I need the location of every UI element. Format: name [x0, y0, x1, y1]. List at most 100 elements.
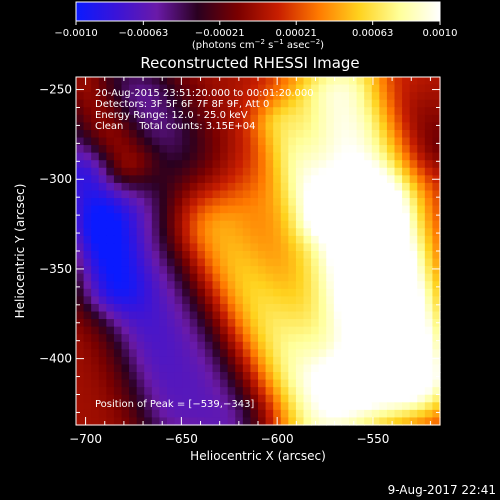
heatmap-cell — [212, 84, 221, 93]
heatmap-cell — [121, 160, 130, 169]
heatmap-cell — [379, 243, 388, 252]
heatmap-cell — [235, 235, 244, 245]
heatmap-cell — [394, 160, 403, 169]
heatmap-cell — [288, 341, 297, 350]
heatmap-cell — [235, 198, 244, 207]
heatmap-cell — [394, 228, 403, 237]
heatmap-cell — [98, 273, 107, 282]
heatmap-cell — [227, 334, 236, 343]
heatmap-cell — [204, 152, 214, 161]
heatmap-cell — [265, 114, 274, 123]
heatmap-cell — [258, 394, 267, 403]
heatmap-cell — [295, 182, 305, 192]
heatmap-cell — [288, 182, 297, 192]
heatmap-cell — [129, 99, 138, 108]
heatmap-cell — [250, 92, 259, 101]
heatmap-cell — [424, 198, 434, 207]
heatmap-cell — [326, 145, 335, 154]
heatmap-cell — [136, 311, 145, 320]
heatmap-cell — [311, 258, 320, 267]
heatmap-cell — [182, 372, 191, 381]
heatmap-cell — [394, 243, 403, 252]
heatmap-cell — [227, 175, 236, 184]
heatmap-cell — [265, 107, 274, 116]
heatmap-cell — [349, 92, 358, 101]
heatmap-cell — [379, 326, 388, 335]
heatmap-cell — [341, 379, 350, 388]
heatmap-cell — [379, 228, 388, 237]
heatmap-cell — [280, 387, 289, 396]
heatmap-cell — [136, 205, 145, 214]
heatmap-cell — [235, 160, 244, 169]
heatmap-cell — [204, 364, 214, 373]
heatmap-cell — [197, 107, 206, 116]
heatmap-cell — [144, 349, 153, 358]
heatmap-cell — [197, 296, 206, 305]
heatmap-cell — [432, 228, 441, 237]
heatmap-cell — [189, 92, 198, 101]
heatmap-cell — [227, 235, 236, 245]
heatmap-cell — [76, 235, 85, 245]
heatmap-cell — [144, 99, 153, 108]
heatmap-cell — [265, 372, 274, 381]
heatmap-cell — [341, 129, 350, 139]
heatmap-cell — [402, 319, 411, 328]
heatmap-cell — [318, 145, 327, 154]
heatmap-cell — [371, 220, 380, 229]
heatmap-cell — [106, 251, 115, 260]
heatmap-cell — [295, 137, 305, 146]
heatmap-cell — [341, 417, 350, 426]
heatmap-cell — [394, 349, 403, 358]
heatmap-cell — [364, 77, 373, 86]
heatmap-cell — [265, 220, 274, 229]
heatmap-cell — [409, 137, 418, 146]
heatmap-cell — [227, 243, 236, 252]
heatmap-cell — [151, 258, 161, 267]
heatmap-cell — [151, 137, 161, 146]
heatmap-cell — [417, 296, 426, 305]
heatmap-cell — [288, 190, 297, 199]
heatmap-cell — [189, 258, 198, 267]
heatmap-cell — [371, 341, 380, 350]
heatmap-cell — [174, 356, 183, 366]
heatmap-cell — [356, 92, 365, 101]
heatmap-cell — [204, 122, 214, 131]
heatmap-cell — [121, 372, 130, 381]
heatmap-cell — [182, 213, 191, 222]
heatmap-cell — [417, 107, 426, 116]
heatmap-cell — [356, 198, 365, 207]
heatmap-cell — [91, 77, 100, 86]
heatmap-cell — [220, 303, 229, 313]
heatmap-cell — [204, 84, 214, 93]
heatmap-cell — [333, 243, 343, 252]
heatmap-cell — [174, 92, 183, 101]
heatmap-cell — [394, 326, 403, 335]
heatmap-cell — [113, 114, 123, 123]
heatmap-cell — [386, 303, 396, 313]
heatmap-cell — [258, 243, 267, 252]
heatmap-cell — [311, 311, 320, 320]
heatmap-cell — [212, 364, 221, 373]
heatmap-cell — [182, 160, 191, 169]
heatmap-cell — [197, 137, 206, 146]
heatmap-cell — [424, 107, 434, 116]
heatmap-cell — [121, 167, 130, 176]
heatmap-cell — [417, 319, 426, 328]
heatmap-cell — [379, 356, 388, 366]
heatmap-cell — [113, 251, 123, 260]
heatmap-cell — [106, 145, 115, 154]
heatmap-cell — [83, 205, 92, 214]
heatmap-cell — [204, 288, 214, 297]
heatmap-cell — [303, 402, 312, 411]
heatmap-cell — [318, 372, 327, 381]
heatmap-cell — [235, 107, 244, 116]
heatmap-cell — [159, 387, 168, 396]
heatmap-cell — [326, 356, 335, 366]
heatmap-cell — [235, 402, 244, 411]
heatmap-cell — [151, 356, 161, 366]
heatmap-cell — [83, 402, 92, 411]
heatmap-cell — [424, 266, 434, 275]
heatmap-cell — [349, 303, 358, 313]
heatmap-cell — [83, 311, 92, 320]
heatmap-cell — [113, 77, 123, 86]
